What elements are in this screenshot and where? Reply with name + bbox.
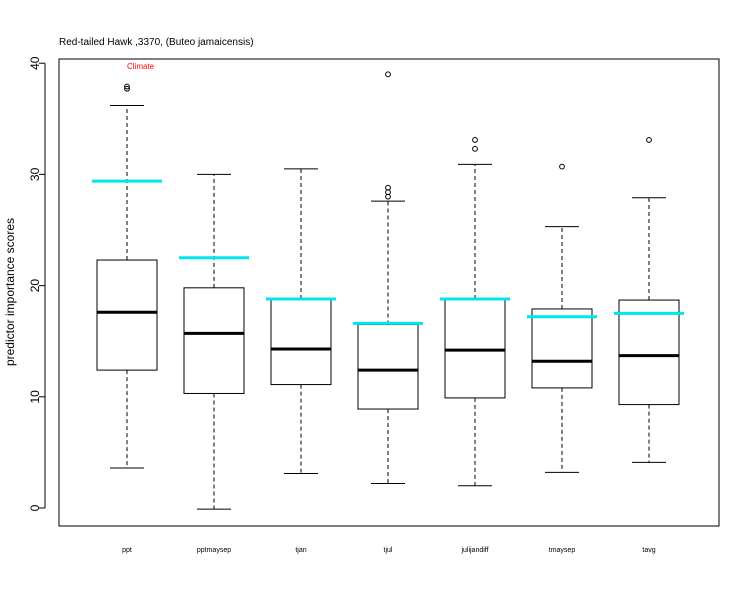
x-tick-label: pptmaysep <box>197 547 231 554</box>
x-tick-label: tmaysep <box>549 547 576 554</box>
outlier-point <box>385 71 391 78</box>
iqr-box <box>270 298 332 386</box>
y-tick-label: 30 <box>28 167 42 181</box>
y-tick-label: 10 <box>28 390 42 404</box>
plot-frame <box>58 58 720 527</box>
x-tick-label: ppt <box>122 547 132 554</box>
box-julijandiff <box>440 137 510 487</box>
chart-title: Red-tailed Hawk ,3370, (Buteo jamaicensi… <box>59 37 254 48</box>
iqr-box <box>96 259 158 371</box>
outlier-point <box>472 137 478 143</box>
x-tick-label: tjan <box>295 547 306 554</box>
outlier-point <box>646 137 652 143</box>
outlier-point <box>124 85 130 92</box>
iqr-box <box>618 299 680 406</box>
y-axis: 0 10 20 30 40 <box>28 56 46 511</box>
box-ppt <box>92 83 162 469</box>
box-tavg <box>614 137 684 463</box>
box-tjan <box>266 168 336 475</box>
box-pptmaysep <box>179 173 249 510</box>
outlier-point <box>385 184 391 191</box>
x-axis: ppt pptmaysep tjan tjul julijandiff tmaysep ta… <box>122 547 656 554</box>
y-tick-label: 0 <box>28 504 42 511</box>
climate-annotation: Climate <box>127 62 155 71</box>
outlier-point <box>472 145 478 152</box>
iqr-box <box>444 298 506 399</box>
iqr-box <box>357 324 419 410</box>
box-tjul <box>353 71 423 485</box>
outlier-point <box>124 83 130 90</box>
x-tick-label: tavg <box>642 547 655 554</box>
boxes-layer <box>92 71 684 510</box>
iqr-box <box>183 287 245 394</box>
y-axis-label: predictor importance scores <box>3 218 17 366</box>
x-tick-label: julijandiff <box>460 547 488 554</box>
x-tick-label: tjul <box>384 547 393 554</box>
y-tick-label: 40 <box>28 56 42 70</box>
iqr-box <box>531 308 593 389</box>
outlier-point <box>559 163 565 170</box>
y-tick-label: 20 <box>28 279 42 293</box>
box-tmaysep <box>527 163 597 473</box>
